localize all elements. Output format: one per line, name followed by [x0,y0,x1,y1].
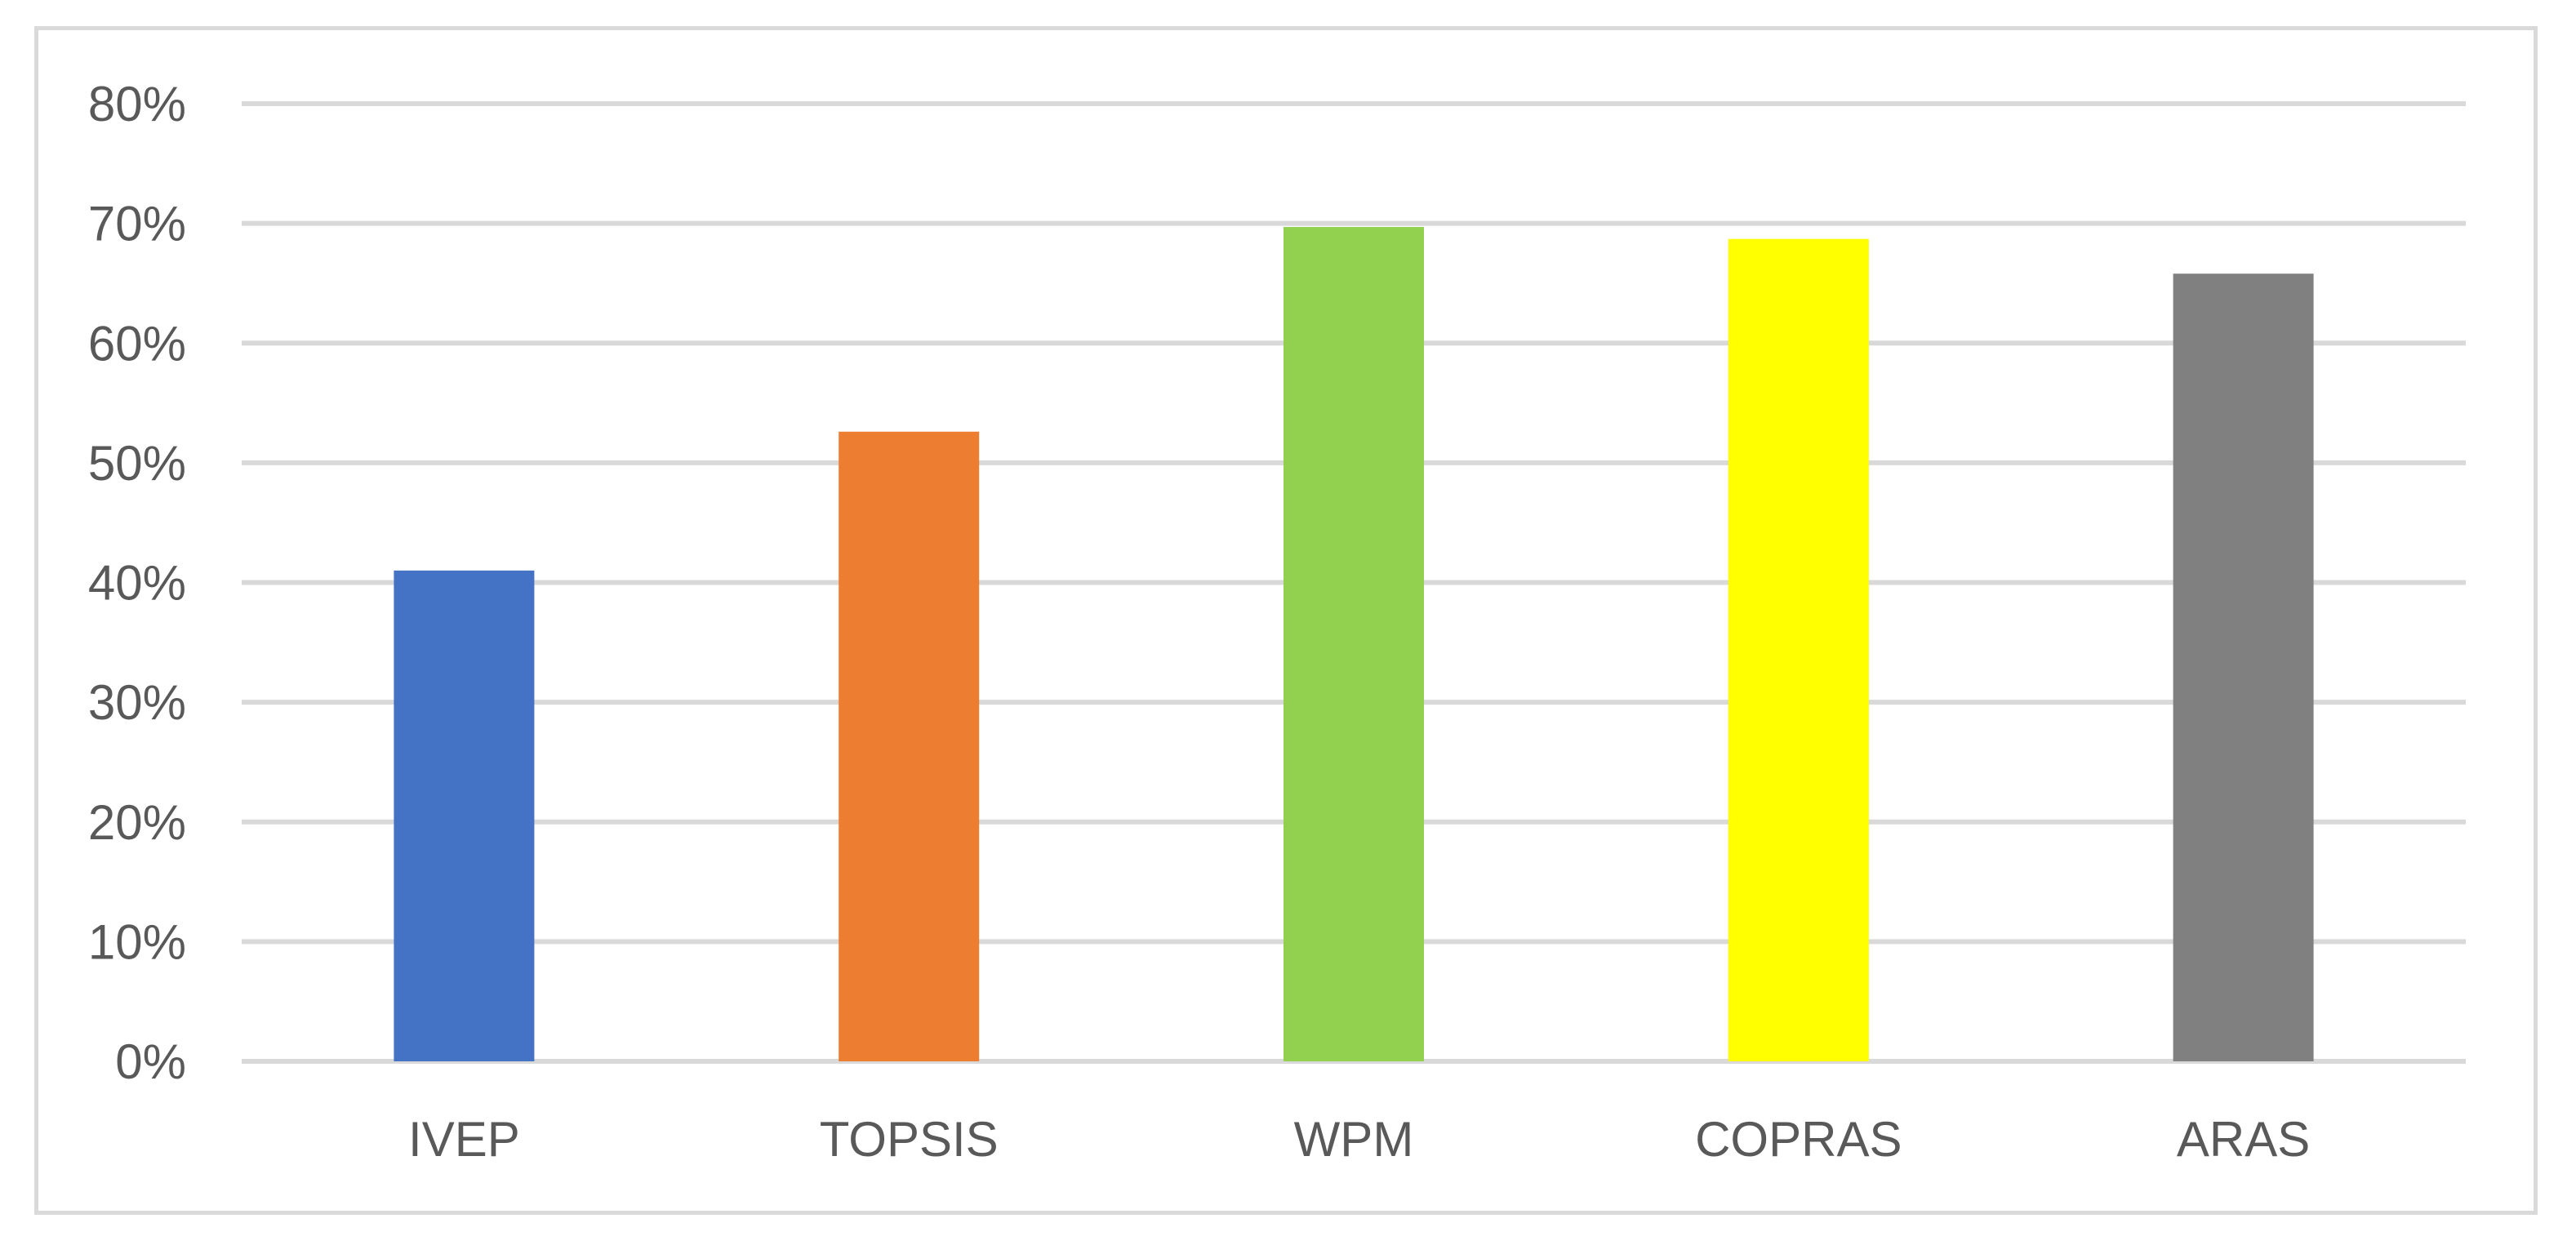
x-axis-tick-labels: IVEP TOPSIS WPM COPRAS ARAS [408,1112,2310,1167]
y-tick-label: 70% [88,197,186,251]
y-tick-label: 80% [88,77,186,131]
x-tick-label-wpm: WPM [1294,1112,1414,1167]
y-tick-label: 20% [88,795,186,850]
y-tick-label: 10% [88,914,186,969]
bar-topsis [839,431,980,1061]
y-tick-label: 60% [88,316,186,371]
x-tick-label-copras: COPRAS [1695,1112,1902,1167]
bar-copras [1728,238,1869,1061]
y-tick-label: 50% [88,436,186,491]
x-tick-label-topsis: TOPSIS [820,1112,999,1167]
bar-ivep [394,570,535,1061]
bars [394,227,2314,1061]
y-tick-label: 0% [115,1034,186,1089]
bar-aras [2173,273,2314,1061]
y-tick-label: 40% [88,556,186,611]
x-tick-label-aras: ARAS [2177,1112,2310,1167]
y-axis-tick-labels: 0% 10% 20% 30% 40% 50% 60% 70% 80% [88,77,186,1089]
y-tick-label: 30% [88,675,186,730]
x-tick-label-ivep: IVEP [408,1112,520,1167]
bar-wpm [1284,227,1424,1061]
